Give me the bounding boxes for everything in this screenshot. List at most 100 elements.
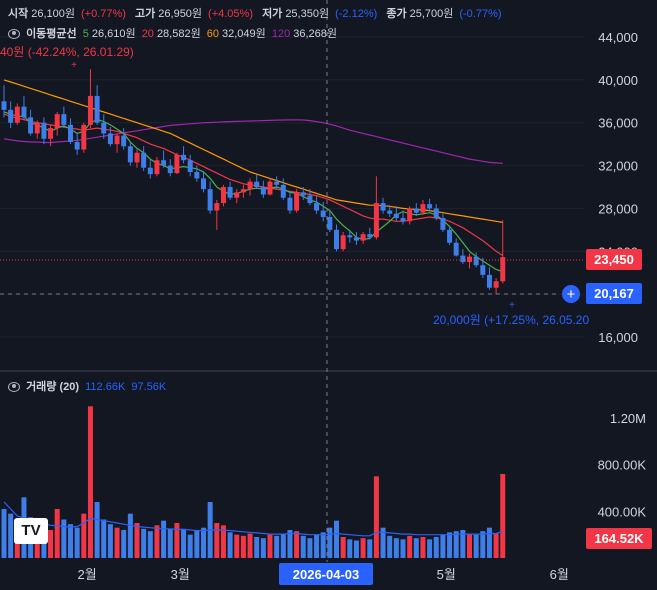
- volume-bar: [267, 534, 273, 558]
- candle-body: [480, 265, 486, 275]
- volume-bar: [68, 524, 73, 558]
- last-volume-tag-label: 164.52K: [594, 531, 644, 546]
- candle-body: [214, 203, 220, 211]
- ma120-period: 120: [271, 28, 291, 40]
- visibility-eye-icon[interactable]: [8, 382, 20, 393]
- candle-body: [121, 135, 127, 147]
- volume-legend[interactable]: 거래량 (20) 112.66K 97.56K: [8, 378, 169, 394]
- candle-body: [367, 234, 373, 238]
- low-label: 저가: [262, 8, 283, 20]
- candle-body: [353, 237, 359, 241]
- tradingview-logo[interactable]: TV: [14, 518, 48, 544]
- volume-bar: [480, 531, 486, 558]
- candle-body: [227, 187, 233, 198]
- volume-bar: [101, 519, 107, 558]
- ma120-line: [3, 119, 503, 164]
- ma20-period: 20: [141, 28, 154, 40]
- candle-body: [287, 197, 293, 211]
- time-tick-label: 2월: [78, 567, 97, 582]
- ma60-line: [3, 79, 503, 223]
- price-tick-label: 44,000: [598, 30, 638, 45]
- volume-bar: [147, 531, 153, 558]
- close-change: (-0.77%): [459, 8, 502, 20]
- candle-body: [220, 187, 226, 204]
- candle-body: [274, 181, 280, 185]
- volume-bar: [274, 535, 280, 558]
- volume-bar: [220, 525, 226, 558]
- volume-bar: [307, 538, 313, 558]
- candle-body: [141, 152, 147, 168]
- volume-bar: [353, 540, 359, 558]
- candle-body: [393, 213, 399, 219]
- candle-body: [68, 124, 73, 142]
- ma60-value: 32,049원: [222, 28, 266, 40]
- volume-bar: [447, 532, 453, 558]
- candle-body: [207, 189, 213, 211]
- volume-bar: [334, 520, 339, 558]
- volume-tick-label: 800.00K: [598, 458, 647, 473]
- candle-body: [327, 217, 333, 230]
- cursor-date-tag-label: 2026-04-03: [293, 567, 360, 582]
- volume-bar: [61, 519, 67, 558]
- candle-body: [54, 114, 60, 129]
- volume-bar: [287, 530, 293, 558]
- low-marker-label: 20,000원 (+17.25%, 26.05.20: [433, 313, 589, 327]
- high-label: 고가: [135, 8, 156, 20]
- volume-ma-path: [3, 501, 503, 537]
- candle-body: [21, 106, 27, 118]
- cursor-date-tag: [279, 563, 373, 585]
- candle-body: [493, 281, 499, 288]
- ma-legend-title[interactable]: 이동평균선: [26, 28, 77, 40]
- volume-bar: [48, 530, 54, 558]
- volume-bar: [81, 513, 87, 558]
- open-value: 26,100원: [31, 8, 76, 20]
- price-tick-label: 16,000: [598, 330, 638, 345]
- volume-bar: [453, 531, 459, 558]
- volume-legend-title[interactable]: 거래량 (20): [26, 381, 80, 393]
- cursor-price-tag: [586, 283, 642, 304]
- candle-body: [107, 133, 113, 145]
- candle-body: [28, 117, 34, 134]
- candle-body: [280, 184, 286, 198]
- candle-body: [300, 192, 306, 196]
- high-change: (+4.05%): [208, 8, 253, 20]
- moving-average-lines: [3, 79, 504, 273]
- add-alert-icon[interactable]: [562, 285, 580, 303]
- volume-bar: [154, 525, 160, 558]
- candle-body: [467, 256, 472, 262]
- volume-tick-label: 400.00K: [598, 504, 647, 519]
- ma-legend[interactable]: 이동평균선 5 26,610원 20 28,582원 60 32,049원 120 36…: [8, 25, 340, 41]
- volume-ma-legend-value: 97.56K: [131, 381, 167, 393]
- price-tick-label: 40,000: [598, 73, 638, 88]
- volume-ma-line: [3, 501, 503, 537]
- volume-bar: [407, 535, 413, 558]
- candle-body: [267, 181, 273, 195]
- add-alert-plus: +: [567, 286, 576, 303]
- candle-body: [194, 172, 200, 179]
- visibility-eye-icon[interactable]: [8, 29, 20, 40]
- low-marker-arrow: +: [509, 300, 515, 311]
- candle-body: [101, 122, 107, 134]
- candle-body: [453, 242, 459, 256]
- volume-bar: [393, 538, 399, 558]
- volume-bar: [387, 535, 393, 558]
- candle-body: [240, 189, 246, 193]
- candle-body: [154, 160, 160, 175]
- volume-bar: [194, 530, 200, 558]
- candle-body: [387, 210, 393, 214]
- price-grid: [0, 36, 585, 338]
- candle-body: [181, 154, 187, 161]
- candle-body: [41, 122, 47, 139]
- volume-bar: [373, 476, 379, 558]
- candle-body: [74, 142, 80, 150]
- candle-body: [94, 95, 100, 123]
- candle-body: [473, 256, 479, 266]
- close-value: 25,700원: [409, 8, 454, 20]
- price-tick-label: 28,000: [598, 201, 638, 216]
- time-tick-label: 3월: [171, 567, 190, 582]
- candle-body: [8, 109, 14, 123]
- volume-bar: [294, 531, 300, 558]
- candle-body: [420, 204, 426, 213]
- high-marker-arrow: +: [71, 60, 77, 71]
